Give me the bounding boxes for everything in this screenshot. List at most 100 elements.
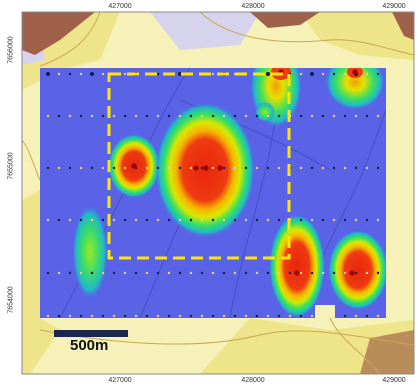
sample-point xyxy=(156,314,160,318)
sample-point xyxy=(310,166,314,170)
anomaly-sample-point xyxy=(193,165,199,171)
sample-point xyxy=(90,218,94,222)
sample-point xyxy=(266,114,270,118)
sample-point xyxy=(211,72,215,76)
sample-point xyxy=(90,114,94,118)
sample-point xyxy=(57,314,61,318)
sample-point xyxy=(277,114,281,118)
sample-point xyxy=(365,166,369,170)
sample-point xyxy=(321,271,325,275)
sample-point xyxy=(299,218,303,222)
sample-point xyxy=(354,218,358,222)
sample-point xyxy=(167,218,171,222)
sample-point xyxy=(167,114,171,118)
sample-point xyxy=(244,271,248,275)
x-tick-top-2: 428000 xyxy=(241,3,265,10)
sample-point xyxy=(134,218,138,222)
sample-point xyxy=(167,271,171,275)
sample-point xyxy=(376,271,380,275)
sample-point xyxy=(167,314,171,318)
sample-point xyxy=(376,166,380,170)
sample-point xyxy=(145,271,149,275)
sample-point xyxy=(233,114,237,118)
sample-point xyxy=(123,72,127,76)
scale-bar-label: 500m xyxy=(70,337,109,354)
sample-point xyxy=(299,314,303,318)
sample-point xyxy=(178,166,182,170)
sample-point xyxy=(233,218,237,222)
sample-point xyxy=(46,166,50,170)
sample-point xyxy=(277,218,281,222)
sample-point xyxy=(57,218,61,222)
sample-point xyxy=(277,166,281,170)
y-tick-left-2: 7655000 xyxy=(7,152,15,180)
sample-point xyxy=(68,218,72,222)
sample-point xyxy=(178,271,182,275)
sample-point xyxy=(79,271,83,275)
sample-point xyxy=(354,271,358,275)
sample-point xyxy=(178,114,182,118)
sample-point xyxy=(343,72,347,76)
sample-point xyxy=(321,166,325,170)
sample-point xyxy=(288,271,292,275)
sample-point xyxy=(178,314,182,318)
sample-point xyxy=(112,218,116,222)
sample-point xyxy=(211,271,215,275)
x-tick-bottom-3: 429000 xyxy=(382,377,406,384)
sample-point xyxy=(354,114,358,118)
anomaly-sample-point xyxy=(294,270,300,276)
sample-point xyxy=(123,218,127,222)
sample-point xyxy=(376,72,380,76)
sample-point xyxy=(310,114,314,118)
sample-point xyxy=(222,218,226,222)
sample-point xyxy=(112,271,116,275)
anomaly-sample-point xyxy=(349,270,355,276)
sample-point xyxy=(101,114,105,118)
sample-point xyxy=(46,72,50,76)
sample-point xyxy=(57,72,61,76)
sample-point xyxy=(365,314,369,318)
sample-point xyxy=(343,166,347,170)
sample-point xyxy=(332,271,336,275)
sample-point xyxy=(101,72,105,76)
y-tick-left-3: 7654000 xyxy=(7,286,15,314)
anomaly-south-east-2 xyxy=(328,230,386,310)
sample-point xyxy=(145,314,149,318)
sample-point xyxy=(266,166,270,170)
sample-point xyxy=(156,271,160,275)
x-tick-top-1: 427000 xyxy=(108,3,132,10)
sample-point xyxy=(200,218,204,222)
sample-point xyxy=(200,114,204,118)
sample-point xyxy=(376,218,380,222)
sample-point xyxy=(156,114,160,118)
sample-point xyxy=(90,166,94,170)
sample-point xyxy=(233,271,237,275)
sample-point xyxy=(354,314,358,318)
sample-point xyxy=(156,166,160,170)
sample-point xyxy=(211,166,215,170)
sample-point xyxy=(79,72,83,76)
brown-unit-right xyxy=(392,12,414,40)
sample-point xyxy=(365,271,369,275)
sample-point xyxy=(222,114,226,118)
sample-point xyxy=(233,166,237,170)
sample-point xyxy=(255,166,259,170)
sample-point xyxy=(123,166,127,170)
anomaly-sample-point xyxy=(352,69,358,75)
sample-point xyxy=(365,218,369,222)
sample-point xyxy=(299,271,303,275)
anomaly-south-east-1 xyxy=(269,214,325,318)
sample-point xyxy=(310,271,314,275)
sample-point xyxy=(156,72,160,76)
x-tick-bottom-2: 428000 xyxy=(241,377,265,384)
sample-point xyxy=(244,114,248,118)
survey-grid xyxy=(40,68,386,318)
sample-point xyxy=(178,218,182,222)
sample-point xyxy=(145,218,149,222)
brown-unit-top xyxy=(250,12,320,28)
sample-point xyxy=(134,314,138,318)
sample-point xyxy=(189,114,193,118)
sample-point xyxy=(79,114,83,118)
sample-point xyxy=(332,218,336,222)
sample-point xyxy=(244,166,248,170)
